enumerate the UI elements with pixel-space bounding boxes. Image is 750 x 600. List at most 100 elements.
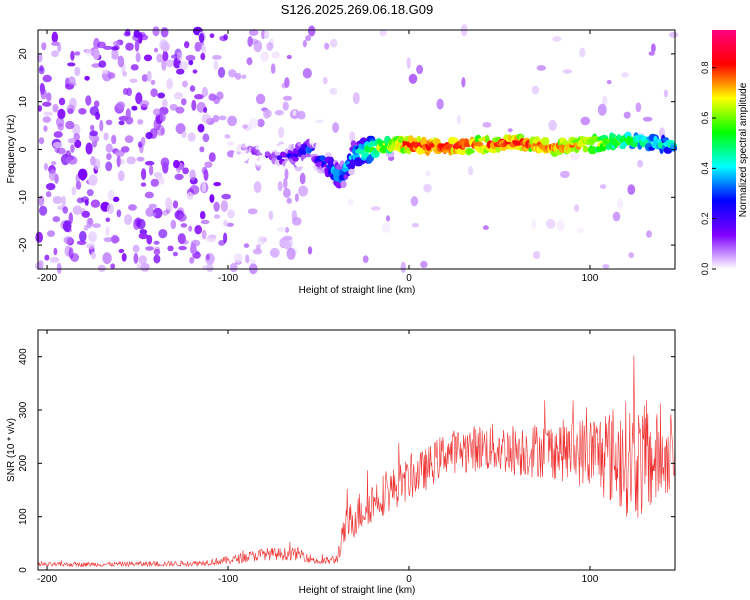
heatmap-cell xyxy=(227,115,238,127)
snr-y-tick-label: 200 xyxy=(18,455,29,472)
heatmap-x-ticks: -200 -100 0 100 xyxy=(37,30,599,284)
heatmap-cell xyxy=(651,43,656,53)
heatmap-cell xyxy=(255,93,266,105)
figure-title: S126.2025.269.06.18.G09 xyxy=(281,2,434,17)
heatmap-cell xyxy=(203,169,209,181)
heatmap-cell xyxy=(241,74,247,79)
heatmap-cell xyxy=(579,47,586,58)
heatmap-cell xyxy=(150,88,158,98)
heatmap-cell xyxy=(576,227,585,234)
heatmap-cell xyxy=(159,106,169,115)
heatmap-cell xyxy=(157,92,166,99)
heatmap-cell xyxy=(42,101,52,107)
heatmap-cell xyxy=(79,230,87,242)
heatmap-cell xyxy=(113,40,121,47)
heatmap-cell xyxy=(201,113,212,124)
heatmap-cell xyxy=(212,55,222,60)
heatmap-cell xyxy=(178,245,187,251)
heatmap-cell xyxy=(562,69,573,74)
heatmap-cell xyxy=(40,88,47,100)
heatmap-cell xyxy=(56,262,62,274)
heatmap-y-tick-label: -20 xyxy=(18,237,29,252)
heatmap-cell xyxy=(138,232,148,240)
heatmap-cell xyxy=(180,223,188,228)
heatmap-cell xyxy=(153,248,161,256)
snr-x-tick-label: -100 xyxy=(218,574,238,585)
heatmap-cell xyxy=(140,262,150,272)
heatmap-cell xyxy=(628,252,634,259)
snr-y-tick-label: 400 xyxy=(18,348,29,365)
heatmap-cell xyxy=(247,36,253,47)
heatmap-cell xyxy=(283,241,292,250)
heatmap-cell xyxy=(436,98,444,110)
heatmap-cell xyxy=(130,64,139,71)
heatmap-cell xyxy=(76,240,87,246)
heatmap-cell xyxy=(53,247,58,256)
heatmap-cell xyxy=(200,52,206,61)
heatmap-cell xyxy=(75,180,82,190)
heatmap-cell xyxy=(531,85,539,95)
heatmap-cell xyxy=(294,193,299,203)
heatmap-cell xyxy=(194,41,202,52)
heatmap-cell xyxy=(283,188,291,198)
heatmap-cell xyxy=(153,118,161,131)
heatmap-cell xyxy=(271,51,280,59)
heatmap-cell xyxy=(128,204,137,211)
heatmap-cell xyxy=(90,156,96,166)
heatmap-cell xyxy=(217,67,226,78)
heatmap-cell xyxy=(68,247,74,259)
heatmap-x-tick-label: -200 xyxy=(37,273,57,284)
heatmap-cell xyxy=(110,263,116,270)
heatmap-cell xyxy=(111,46,119,51)
heatmap-cell xyxy=(90,124,95,131)
heatmap-cell xyxy=(67,76,76,86)
heatmap-cell xyxy=(199,211,206,220)
heatmap-cell xyxy=(160,157,170,168)
heatmap-cell xyxy=(637,159,644,168)
heatmap-cell xyxy=(74,66,81,77)
heatmap-cell xyxy=(85,142,93,155)
heatmap-cell xyxy=(406,57,411,69)
heatmap-cell xyxy=(162,51,169,62)
heatmap-cell xyxy=(68,212,74,225)
heatmap-cell xyxy=(229,262,238,273)
heatmap-cell xyxy=(286,247,296,260)
heatmap-cell xyxy=(131,105,138,111)
heatmap-cell xyxy=(199,104,204,113)
heatmap-cell xyxy=(72,123,81,136)
heatmap-cell xyxy=(233,253,243,263)
heatmap-cell xyxy=(160,127,165,136)
colorbar-gradient xyxy=(712,30,736,269)
heatmap-cell xyxy=(181,98,187,106)
heatmap-cell xyxy=(209,194,215,203)
heatmap-cell xyxy=(37,105,43,112)
heatmap-cell xyxy=(72,205,83,215)
heatmap-cell xyxy=(221,193,231,200)
heatmap-cell xyxy=(52,196,63,204)
heatmap-cell xyxy=(185,54,196,62)
heatmap-cell xyxy=(194,225,202,235)
heatmap-y-tick-label: -10 xyxy=(18,190,29,205)
heatmap-cell xyxy=(408,73,418,84)
heatmap-cell xyxy=(411,222,419,228)
heatmap-cell xyxy=(191,99,197,111)
heatmap-cell xyxy=(248,29,259,36)
heatmap-cell xyxy=(139,100,150,108)
heatmap-cell xyxy=(397,136,404,144)
heatmap-cell xyxy=(253,40,263,53)
heatmap-cell xyxy=(385,215,391,222)
heatmap-cell xyxy=(102,252,112,265)
heatmap-cell xyxy=(175,106,185,114)
heatmap-cell xyxy=(468,165,474,176)
heatmap-cell xyxy=(190,244,197,255)
colorbar-tick-label: 0.6 xyxy=(700,112,710,125)
heatmap-cell xyxy=(260,51,269,62)
heatmap-cell xyxy=(57,43,62,52)
heatmap-cell xyxy=(478,137,483,142)
heatmap-cell xyxy=(176,52,183,61)
heatmap-cell xyxy=(162,98,168,108)
heatmap-cell xyxy=(611,133,616,138)
heatmap-cell xyxy=(101,69,109,75)
heatmap-cell xyxy=(251,139,259,145)
